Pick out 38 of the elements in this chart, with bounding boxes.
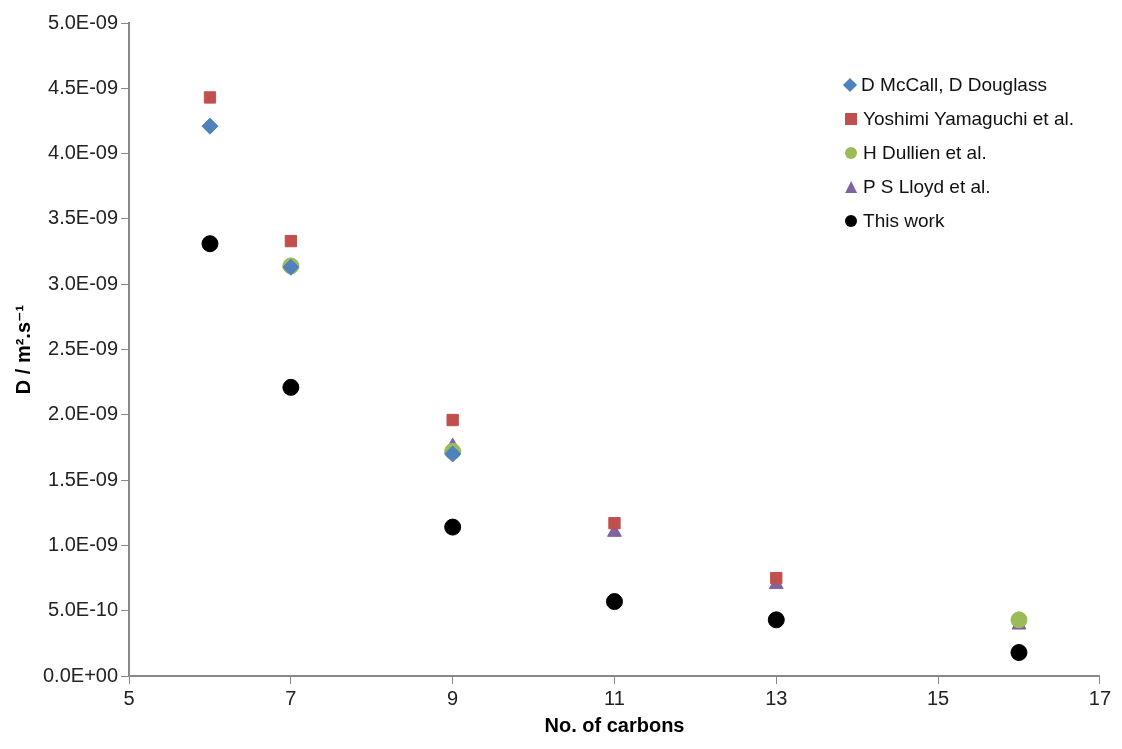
- y-tick-label: 4.0E-09: [48, 141, 119, 164]
- point: [446, 413, 459, 427]
- y-tick-label: 5.0E-09: [48, 10, 119, 33]
- point: [1010, 611, 1028, 629]
- y-tick-label: 2.0E-09: [48, 402, 119, 425]
- x-tick-label: 11: [604, 686, 625, 709]
- x-tick-label: 9: [447, 686, 459, 709]
- point: [201, 117, 219, 135]
- point: [444, 518, 462, 536]
- x-tick-label: 17: [1088, 686, 1111, 709]
- y-tick-label: 5.0E-10: [48, 598, 119, 621]
- point: [203, 91, 217, 104]
- point: [605, 593, 623, 611]
- y-tick-label: 1.0E-09: [48, 532, 119, 555]
- point: [284, 234, 298, 248]
- y-tick-label: 3.0E-09: [48, 271, 119, 294]
- point: [1010, 643, 1028, 661]
- x-axis-title: No. of carbons: [544, 713, 685, 736]
- point: [282, 378, 300, 396]
- legend-label: Yoshimi Yamaguchi et al.: [863, 107, 1074, 131]
- legend-label: D McCall, D Douglass: [861, 73, 1047, 97]
- y-tick-label: 1.5E-09: [48, 467, 119, 490]
- y-tick-label: 3.5E-09: [48, 206, 119, 229]
- point: [608, 517, 621, 530]
- legend-label: P S Lloyd et al.: [863, 175, 991, 199]
- x-tick-label: 13: [765, 686, 788, 709]
- y-tick-label: 4.5E-09: [48, 75, 119, 98]
- x-tick-label: 15: [926, 686, 950, 709]
- y-axis-title: D / m².s⁻¹: [11, 304, 34, 395]
- legend-label: H Dullien et al.: [863, 141, 987, 165]
- y-tick-label: 0.0E+00: [42, 663, 119, 686]
- point: [201, 235, 219, 253]
- x-tick-label: 7: [285, 686, 297, 709]
- point: [770, 571, 783, 585]
- x-tick-label: 5: [123, 686, 135, 709]
- legend-label: This work: [863, 209, 945, 233]
- point: [767, 611, 785, 629]
- y-tick-label: 2.5E-09: [48, 337, 119, 360]
